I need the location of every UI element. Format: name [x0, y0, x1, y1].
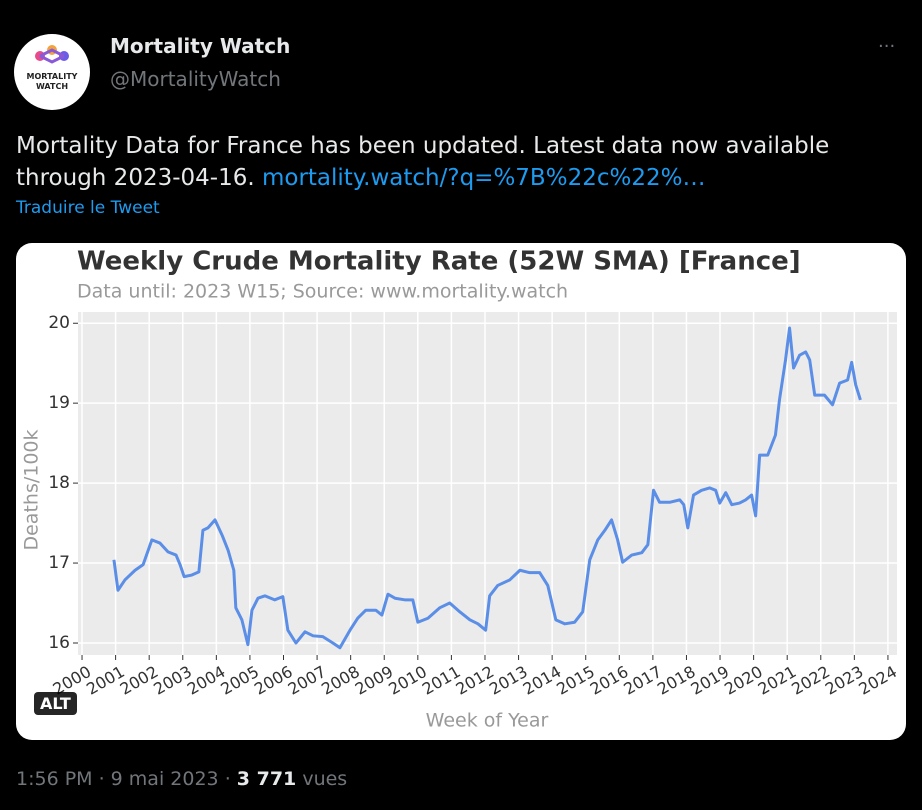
- timestamp[interactable]: 1:56 PM · 9 mai 2023: [16, 768, 219, 790]
- media-card[interactable]: Weekly Crude Mortality Rate (52W SMA) [F…: [16, 243, 906, 740]
- avatar-text: MORTALITY: [26, 72, 78, 81]
- chart: Weekly Crude Mortality Rate (52W SMA) [F…: [21, 247, 901, 732]
- more-button[interactable]: ···: [878, 36, 896, 57]
- y-tick-label: 17: [48, 553, 70, 573]
- handle[interactable]: @MortalityWatch: [110, 67, 281, 91]
- separator: ·: [224, 768, 231, 790]
- avatar[interactable]: MORTALITY WATCH: [14, 34, 90, 110]
- y-tick-label: 16: [48, 633, 70, 653]
- chart-subtitle: Data until: 2023 W15; Source: www.mortal…: [77, 281, 568, 303]
- avatar-text: WATCH: [35, 82, 69, 91]
- views-label: vues: [302, 768, 348, 790]
- line-series: [112, 326, 862, 650]
- y-tick-label: 19: [48, 393, 70, 413]
- alt-badge[interactable]: ALT: [34, 692, 77, 715]
- y-tick-label: 18: [48, 473, 70, 493]
- x-tick-label: 2024: [855, 662, 900, 699]
- y-axis-label: Deaths/100k: [21, 429, 43, 550]
- tweet-body: Mortality Data for France has been updat…: [16, 133, 830, 191]
- footer: 1:56 PM · 9 mai 2023 · 3 771 vues: [16, 768, 347, 790]
- link[interactable]: mortality.watch/?q=%7B%22c%22%…: [261, 165, 706, 191]
- translate-link[interactable]: Traduire le Tweet: [16, 198, 160, 218]
- chart-title: Weekly Crude Mortality Rate (52W SMA) [F…: [77, 247, 801, 277]
- display-name[interactable]: Mortality Watch: [110, 34, 291, 58]
- x-axis-label: Week of Year: [426, 710, 549, 732]
- tweet-text: Mortality Data for France has been updat…: [16, 130, 896, 194]
- view-count: 3 771: [236, 768, 297, 790]
- logo: [35, 45, 69, 64]
- y-tick-label: 20: [48, 313, 70, 333]
